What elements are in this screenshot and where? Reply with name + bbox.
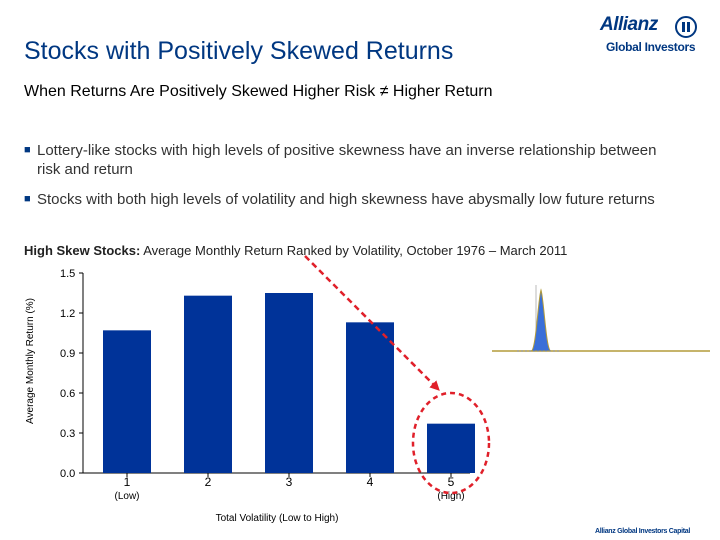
bullet-text: Stocks with both high levels of volatili… bbox=[37, 191, 655, 208]
logo-subtitle: Global Investors bbox=[606, 40, 696, 54]
y-axis-title: Average Monthly Return (%) bbox=[25, 298, 36, 424]
x-tick-label: 2 bbox=[205, 475, 212, 489]
chart-caption-rest: Average Monthly Return Ranked by Volatil… bbox=[140, 243, 568, 258]
chart-caption: High Skew Stocks: Average Monthly Return… bbox=[24, 243, 567, 258]
y-tick-label: 0.9 bbox=[60, 348, 75, 360]
y-tick-label: 1.5 bbox=[60, 268, 75, 280]
x-sub-label: (High) bbox=[437, 491, 464, 502]
bar bbox=[184, 295, 232, 473]
skew-distribution-graphic bbox=[492, 285, 710, 352]
x-tick-label: 3 bbox=[286, 475, 293, 489]
bullet-item: ■ Lottery-like stocks with high levels o… bbox=[24, 141, 674, 179]
y-tick-label: 1.2 bbox=[60, 308, 75, 320]
bar bbox=[427, 423, 475, 473]
allianz-logo: Allianz Global Investors bbox=[600, 14, 700, 60]
logo-wordmark: Allianz bbox=[600, 14, 658, 35]
allianz-eagle-icon bbox=[675, 16, 697, 38]
y-tick-label: 0.0 bbox=[60, 468, 75, 480]
page-subtitle: When Returns Are Positively Skewed Highe… bbox=[24, 83, 493, 100]
footer-brand: Allianz Global Investors Capital bbox=[595, 528, 691, 535]
bullet-square-icon: ■ bbox=[24, 144, 31, 156]
y-tick-label: 0.3 bbox=[60, 428, 75, 440]
chart-caption-bold: High Skew Stocks: bbox=[24, 243, 141, 258]
y-tick-label: 0.6 bbox=[60, 388, 75, 400]
highlight-ellipse bbox=[411, 391, 491, 495]
bullet-square-icon: ■ bbox=[24, 193, 31, 205]
x-tick-label: 1 bbox=[124, 475, 131, 489]
bar bbox=[346, 322, 394, 473]
x-tick-label: 5 bbox=[448, 475, 455, 489]
bullet-item: ■ Stocks with both high levels of volati… bbox=[24, 190, 674, 209]
page-title: Stocks with Positively Skewed Returns bbox=[24, 37, 454, 65]
bar bbox=[103, 330, 151, 473]
x-tick-label: 4 bbox=[367, 475, 374, 489]
x-sub-label: (Low) bbox=[114, 491, 139, 502]
bar bbox=[265, 293, 313, 473]
x-axis-title: Total Volatility (Low to High) bbox=[216, 513, 339, 524]
bullet-text: Lottery-like stocks with high levels of … bbox=[37, 142, 657, 178]
trend-arrow bbox=[304, 255, 440, 391]
